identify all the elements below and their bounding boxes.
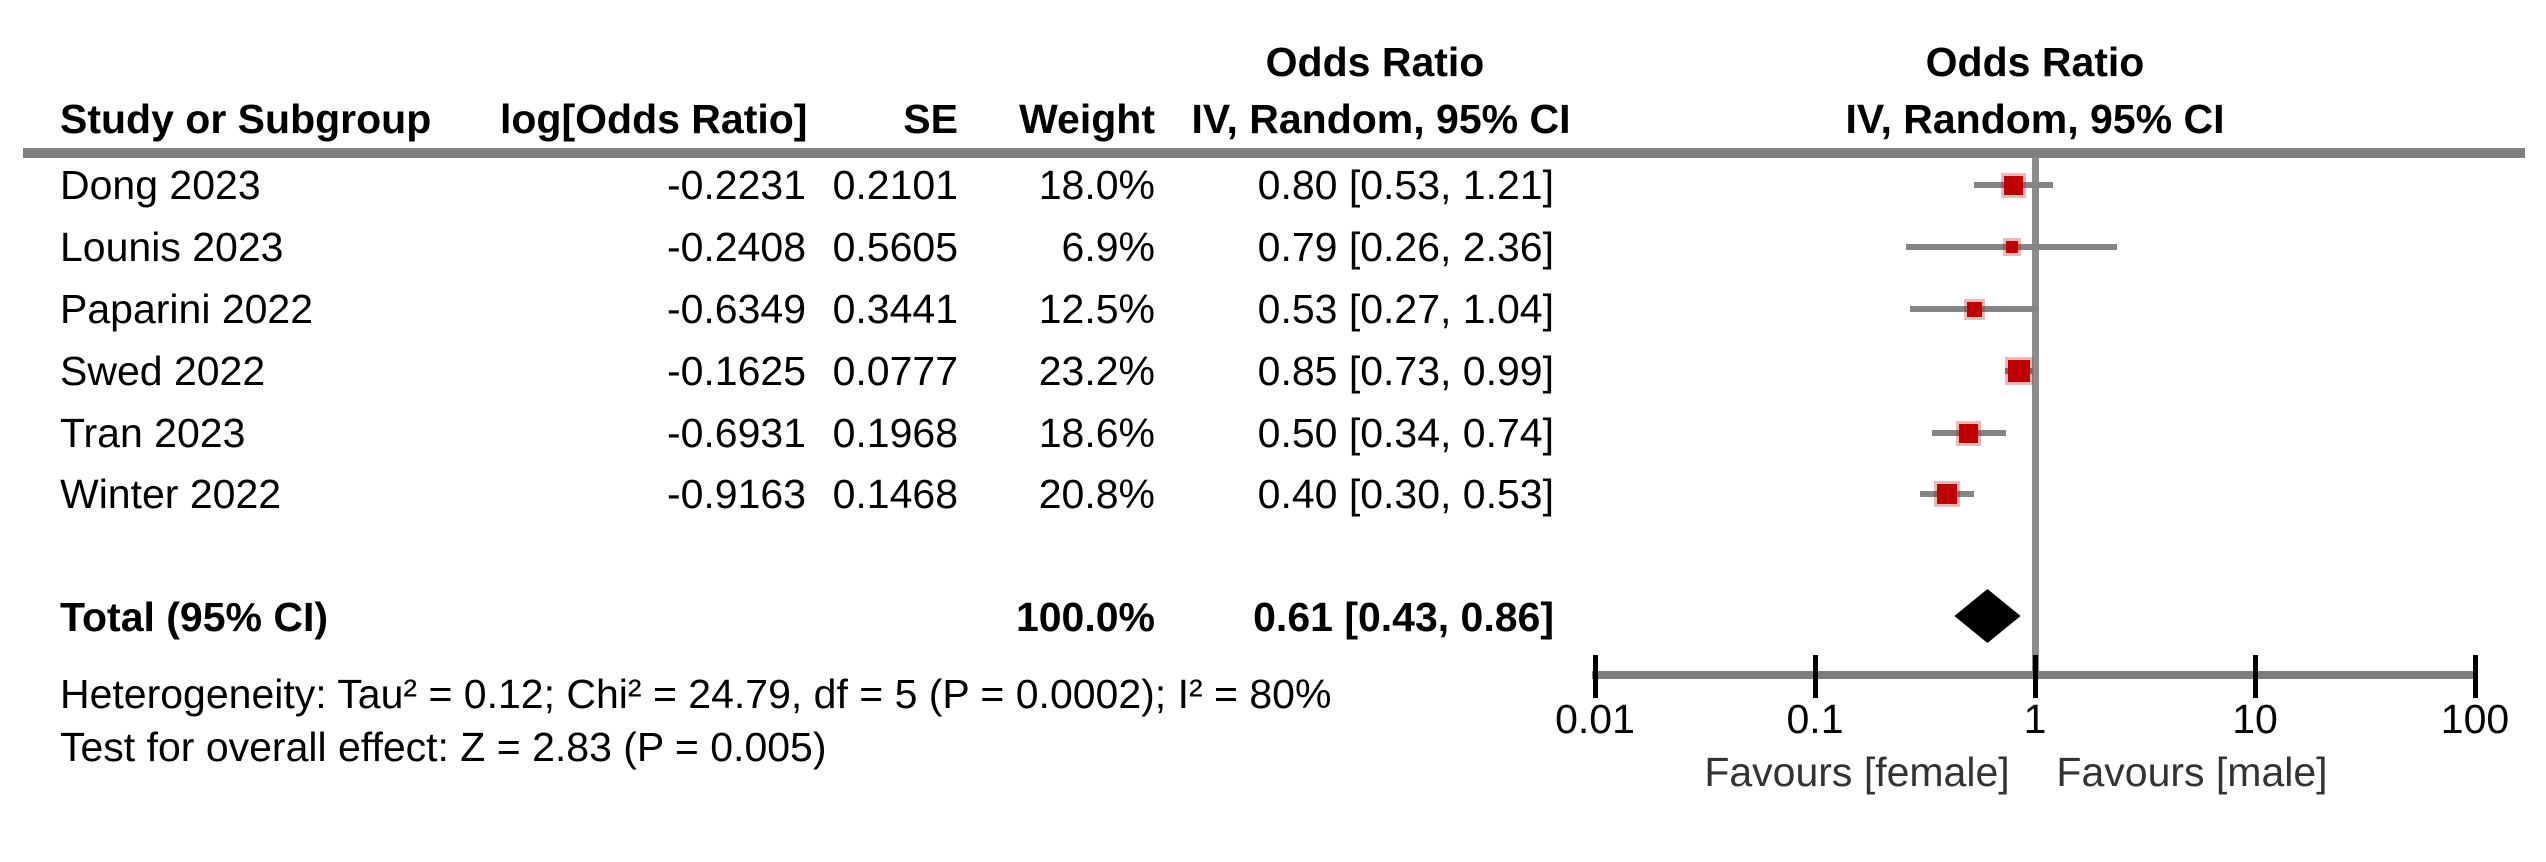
column-header-method-plot: IV, Random, 95% CI xyxy=(1845,96,2225,142)
study-name-cell: Winter 2022 xyxy=(60,471,282,517)
study-name-cell: Tran 2023 xyxy=(60,410,246,456)
study-marker xyxy=(1937,484,1958,504)
column-header-study: Study or Subgroup xyxy=(60,96,432,142)
weight-cell: 23.2% xyxy=(1038,348,1155,394)
se-cell xyxy=(810,586,958,648)
study-row: Winter 2022 -0.9163 0.1468 20.8% 0.40 [0.30,… xyxy=(0,463,2546,525)
overall-effect-test: Test for overall effect: Z = 2.83 (P = 0… xyxy=(60,724,827,770)
weight-cell: 6.9% xyxy=(1061,224,1155,270)
study-name-cell: Dong 2023 xyxy=(60,162,261,208)
weight-cell: 20.8% xyxy=(1038,471,1155,517)
log-odds-ratio-cell: -0.2408 xyxy=(666,224,806,270)
heterogeneity-stats: Heterogeneity: Tau² = 0.12; Chi² = 24.79… xyxy=(60,671,1332,717)
ci-text-cell: 0.40 [0.30, 0.53] xyxy=(1257,471,1554,517)
log-odds-ratio-cell: -0.6349 xyxy=(666,286,806,332)
axis-tick-label: 1 xyxy=(2023,696,2047,742)
column-header-odds-ratio-plot: Odds Ratio xyxy=(1925,39,2145,85)
study-name-cell: Paparini 2022 xyxy=(60,286,314,332)
study-name-cell: Swed 2022 xyxy=(60,348,266,394)
study-marker xyxy=(2004,175,2024,195)
axis-tick-label: 0.1 xyxy=(1786,696,1844,742)
se-cell: 0.1968 xyxy=(832,410,958,456)
se-cell: 0.1468 xyxy=(832,471,958,517)
log-odds-ratio-cell: -0.2231 xyxy=(666,162,806,208)
axis-tick xyxy=(1812,655,1818,698)
header-rule xyxy=(23,148,2525,158)
log-odds-ratio-cell: -0.6931 xyxy=(666,410,806,456)
weight-cell: 12.5% xyxy=(1038,286,1155,332)
weight-cell: 18.0% xyxy=(1038,162,1155,208)
axis-label-favours-left: Favours [female] xyxy=(1704,749,2010,795)
se-cell: 0.5605 xyxy=(832,224,958,270)
log-odds-ratio-cell: -0.9163 xyxy=(666,471,806,517)
study-row: Dong 2023 -0.2231 0.2101 18.0% 0.80 [0.53, 1… xyxy=(0,154,2546,216)
axis-tick xyxy=(2032,655,2038,698)
column-header-se: SE xyxy=(903,96,958,142)
study-row: Tran 2023 -0.6931 0.1968 18.6% 0.50 [0.34, 0… xyxy=(0,402,2546,464)
axis-tick-label: 10 xyxy=(2232,696,2278,742)
column-header-weight: Weight xyxy=(1019,96,1155,142)
axis-tick xyxy=(1592,655,1598,698)
study-marker xyxy=(1966,301,1982,317)
ci-text-cell: 0.50 [0.34, 0.74] xyxy=(1257,410,1554,456)
study-name-cell: Lounis 2023 xyxy=(60,224,284,270)
weight-cell: 18.6% xyxy=(1038,410,1155,456)
se-cell: 0.3441 xyxy=(832,286,958,332)
axis-tick xyxy=(2472,655,2478,698)
total-row: Total (95% CI) 100.0% 0.61 [0.43, 0.86] xyxy=(0,586,2546,648)
study-marker xyxy=(1959,423,1979,443)
study-row: Lounis 2023 -0.2408 0.5605 6.9% 0.79 [0.26, … xyxy=(0,216,2546,278)
axis-tick-label: 0.01 xyxy=(1555,696,1635,742)
log-odds-ratio-cell xyxy=(500,586,806,648)
column-header-method-text: IV, Random, 95% CI xyxy=(1191,96,1571,142)
study-row: Swed 2022 -0.1625 0.0777 23.2% 0.85 [0.73, 0… xyxy=(0,340,2546,402)
study-marker xyxy=(2006,241,2019,253)
axis-label-favours-right: Favours [male] xyxy=(2056,749,2328,795)
study-marker xyxy=(2008,360,2031,382)
ci-text-cell: 0.53 [0.27, 1.04] xyxy=(1257,286,1554,332)
axis-tick xyxy=(2252,655,2258,698)
study-name-cell: Total (95% CI) xyxy=(60,594,329,640)
study-row: Paparini 2022 -0.6349 0.3441 12.5% 0.53 [0.2… xyxy=(0,278,2546,340)
column-header-log-odds-ratio: log[Odds Ratio] xyxy=(500,96,808,142)
column-header-odds-ratio-text: Odds Ratio xyxy=(1265,39,1485,85)
se-cell: 0.0777 xyxy=(832,348,958,394)
log-odds-ratio-cell: -0.1625 xyxy=(666,348,806,394)
ci-text-cell: 0.85 [0.73, 0.99] xyxy=(1257,348,1554,394)
ci-text-cell: 0.61 [0.43, 0.86] xyxy=(1253,594,1554,640)
axis-tick-label: 100 xyxy=(2440,696,2510,742)
se-cell: 0.2101 xyxy=(832,162,958,208)
ci-text-cell: 0.80 [0.53, 1.21] xyxy=(1257,162,1554,208)
no-effect-line xyxy=(2031,158,2039,679)
weight-cell: 100.0% xyxy=(1015,594,1155,640)
ci-text-cell: 0.79 [0.26, 2.36] xyxy=(1257,224,1554,270)
